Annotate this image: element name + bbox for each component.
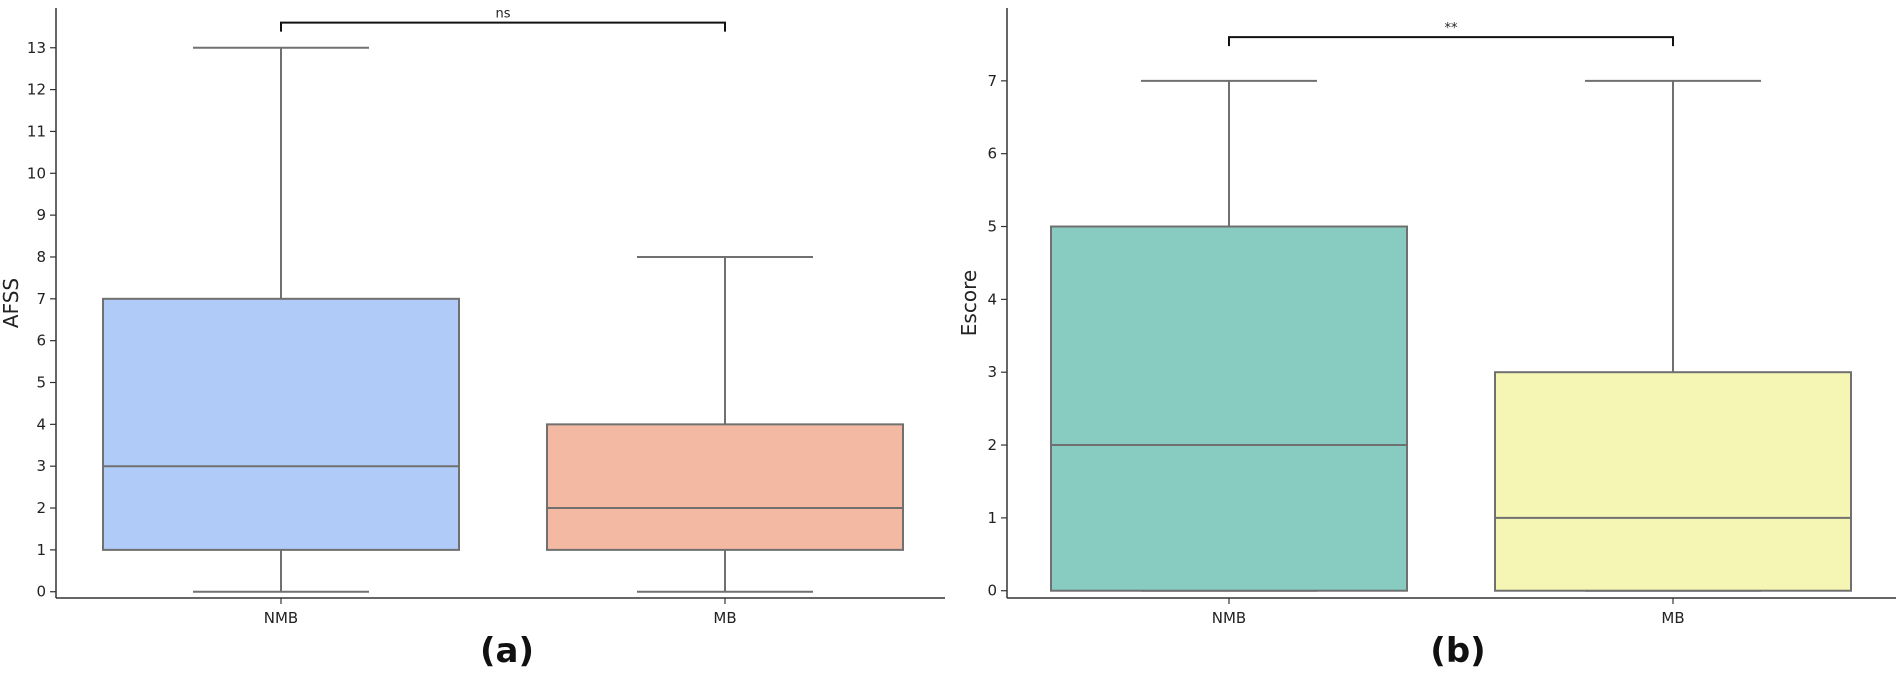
y-tick-label: 3 [987, 363, 997, 381]
y-tick-label: 12 [27, 81, 46, 99]
box-nmb [102, 46, 460, 593]
x-tick-label: MB [1661, 609, 1684, 627]
x-tick-label: NMB [264, 609, 298, 627]
y-tick-label: 11 [27, 122, 46, 140]
panel-label: (a) [480, 631, 534, 671]
y-tick-label: 2 [36, 499, 46, 517]
y-tick-label: 5 [987, 218, 997, 236]
box-mb [1494, 79, 1852, 592]
y-tick-label: 7 [36, 290, 46, 308]
y-tick-label: 6 [987, 145, 997, 163]
y-tick-label: 1 [987, 509, 997, 527]
y-axis-label: AFSS [0, 278, 23, 328]
significance-bracket [1228, 36, 1674, 47]
y-tick-label: 3 [36, 457, 46, 475]
chart-panel-b: 0 1 2 3 4 5 6 7 Escore NMB MB ** (b) [957, 8, 1896, 671]
y-axis-label: Escore [957, 270, 981, 336]
y-tick-label: 6 [36, 332, 46, 350]
y-tick-label: 13 [27, 39, 46, 57]
y-tick-label: 2 [987, 436, 997, 454]
y-tick-label: 7 [987, 72, 997, 90]
y-tick-label: 9 [36, 206, 46, 224]
y-tick-label: 1 [36, 541, 46, 559]
box-iqr [546, 423, 904, 551]
significance-label: ** [1445, 21, 1459, 36]
panel-label: (b) [1430, 631, 1485, 671]
box-iqr [1494, 371, 1852, 592]
x-tick-label: MB [713, 609, 736, 627]
y-tick-label: 4 [987, 290, 997, 308]
y-tick-label: 0 [987, 582, 997, 600]
significance-label: ns [495, 7, 510, 22]
y-tick-label: 8 [36, 248, 46, 266]
box-nmb [1050, 79, 1408, 592]
significance-bracket [280, 21, 726, 32]
box-mb [546, 255, 904, 593]
y-tick-label: 4 [36, 415, 46, 433]
y-tick-label: 10 [27, 164, 46, 182]
box-iqr [102, 297, 460, 551]
y-tick-label: 5 [36, 374, 46, 392]
box-iqr [1050, 225, 1408, 592]
y-tick-label: 0 [36, 583, 46, 601]
x-tick-label: NMB [1212, 609, 1246, 627]
